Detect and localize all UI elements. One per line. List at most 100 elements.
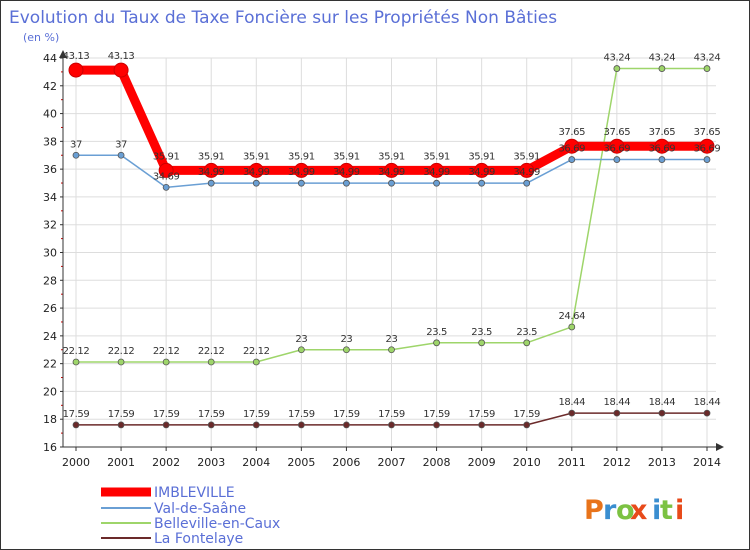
y-tick-label: 22 — [43, 358, 57, 371]
data-label-3: 17.59 — [198, 409, 225, 420]
series-point-2 — [343, 346, 350, 354]
y-tick-label: 20 — [43, 385, 57, 398]
x-tick-label: 2001 — [107, 456, 135, 469]
data-label-0: 37.65 — [558, 127, 585, 138]
series-point-3 — [388, 421, 395, 429]
y-tick-label: 30 — [43, 247, 57, 260]
series-point-0 — [338, 162, 354, 178]
data-label-2: 23 — [295, 334, 307, 345]
series-point-3 — [117, 421, 125, 429]
series-point-0 — [609, 138, 625, 154]
series-point-0 — [158, 162, 174, 178]
x-axis-arrow — [716, 443, 724, 451]
y-tick-label: 28 — [43, 274, 57, 287]
x-tick-label: 2012 — [603, 456, 631, 469]
data-label-2: 22.12 — [108, 346, 135, 357]
series-point-2 — [297, 346, 305, 354]
data-label-1: 34.69 — [153, 171, 180, 182]
data-label-3: 17.59 — [243, 409, 270, 420]
data-label-2: 43.24 — [604, 53, 631, 64]
x-tick-label: 2005 — [287, 456, 315, 469]
series-point-3 — [523, 421, 531, 429]
series-point-2 — [162, 358, 170, 366]
data-label-2: 22.12 — [198, 346, 225, 357]
series-point-3 — [207, 421, 215, 429]
series-point-1 — [568, 156, 576, 163]
series-point-0 — [699, 138, 715, 154]
data-label-0: 37.65 — [649, 127, 676, 138]
unit-label: (en %) — [23, 31, 59, 44]
data-label-1: 34.99 — [198, 167, 225, 178]
data-label-3: 17.59 — [468, 409, 495, 420]
series-point-1 — [478, 179, 486, 187]
series-point-3 — [703, 409, 711, 417]
data-label-0: 35.91 — [243, 151, 270, 162]
data-label-0: 37.65 — [694, 127, 721, 138]
data-label-1: 34.99 — [288, 167, 315, 178]
data-label-3: 17.59 — [378, 409, 405, 420]
data-label-2: 43.24 — [649, 53, 676, 64]
data-label-0: 35.91 — [378, 151, 405, 162]
series-point-0 — [293, 162, 309, 178]
data-label-0: 35.91 — [513, 151, 540, 162]
y-tick-label: 42 — [43, 80, 57, 93]
series-point-1 — [523, 179, 531, 187]
y-tick-label: 16 — [43, 441, 57, 454]
series-point-2 — [433, 339, 440, 347]
data-label-2: 22.12 — [243, 346, 270, 357]
series-point-0 — [519, 162, 535, 178]
series-point-2 — [72, 358, 80, 366]
series-point-0 — [248, 162, 264, 178]
data-label-1: 34.99 — [378, 167, 405, 178]
x-tick-label: 2006 — [332, 456, 360, 469]
data-label-0: 37.65 — [604, 127, 631, 138]
data-label-3: 17.59 — [63, 409, 90, 420]
data-label-1: 34.99 — [423, 167, 450, 178]
series-point-3 — [613, 409, 621, 417]
y-tick-label: 44 — [43, 52, 57, 65]
data-label-1: 37 — [70, 139, 82, 150]
logo-letter: i — [675, 495, 684, 526]
data-label-0: 35.91 — [468, 151, 495, 162]
series-point-0 — [384, 162, 399, 178]
series-point-2 — [568, 323, 576, 331]
x-tick-label: 2011 — [558, 456, 586, 469]
data-label-2: 23 — [386, 334, 398, 345]
x-tick-label: 2013 — [648, 456, 676, 469]
data-label-0: 35.91 — [153, 151, 180, 162]
series-point-2 — [658, 65, 666, 72]
data-label-3: 18.44 — [558, 397, 585, 408]
series-point-0 — [113, 62, 129, 78]
grid — [63, 57, 716, 448]
series-point-0 — [429, 162, 445, 178]
series-point-1 — [388, 179, 395, 187]
logo-letter: o — [616, 495, 635, 526]
legend-label-3: La Fontelaye — [154, 531, 243, 547]
series-point-3 — [478, 421, 486, 429]
data-label-1: 36.69 — [649, 144, 676, 155]
y-tick-label: 24 — [43, 330, 57, 343]
data-label-3: 17.59 — [153, 409, 180, 420]
series-point-0 — [474, 162, 490, 178]
data-label-0: 43.13 — [63, 51, 90, 62]
data-label-1: 36.69 — [558, 144, 585, 155]
logo-letter: P — [584, 495, 604, 526]
logo-letter: x — [630, 495, 647, 526]
series-point-0 — [654, 138, 670, 154]
data-label-3: 17.59 — [108, 409, 135, 420]
logo-letter: i — [652, 495, 661, 526]
series-point-1 — [297, 179, 305, 187]
series-point-0 — [564, 138, 580, 154]
series-point-3 — [162, 421, 170, 429]
data-label-1: 34.99 — [513, 167, 540, 178]
legend-label-1: Val-de-Saâne — [154, 501, 246, 517]
data-label-0: 35.91 — [333, 151, 360, 162]
y-axis-arrow — [59, 50, 67, 58]
series-point-2 — [252, 358, 260, 366]
y-tick-label: 18 — [43, 413, 57, 426]
series-point-1 — [658, 156, 666, 163]
series-group — [68, 62, 715, 429]
series-point-3 — [252, 421, 260, 429]
y-tick-label: 36 — [43, 163, 57, 176]
data-label-2: 22.12 — [153, 346, 180, 357]
